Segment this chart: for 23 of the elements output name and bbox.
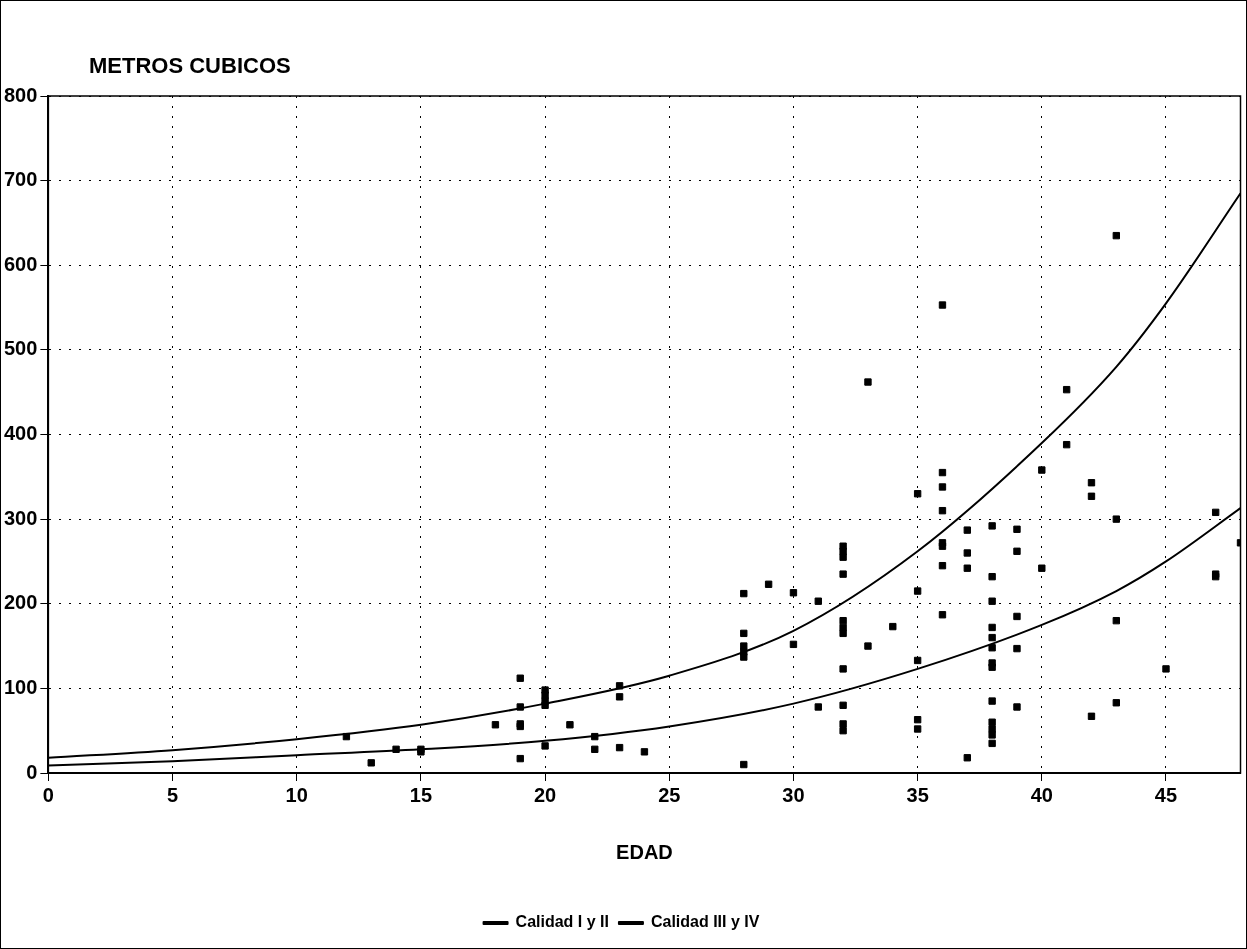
legend-label: Calidad III y IV bbox=[650, 913, 760, 931]
x-tick-label: 20 bbox=[533, 783, 557, 806]
y-tick-label: 800 bbox=[3, 83, 38, 106]
x-tick-label: 5 bbox=[166, 783, 179, 806]
y-tick-label: 100 bbox=[3, 675, 38, 698]
x-tick-label: 25 bbox=[658, 783, 681, 806]
y-tick-label: 500 bbox=[3, 337, 38, 360]
legend-label: Calidad I y II bbox=[515, 913, 609, 931]
y-tick-label: 700 bbox=[3, 168, 38, 191]
x-tick-label: 40 bbox=[1030, 783, 1053, 806]
x-tick-label: 15 bbox=[409, 783, 433, 806]
y-tick-label: 300 bbox=[3, 506, 38, 529]
y-tick-label: 400 bbox=[3, 422, 38, 445]
x-tick-label: 30 bbox=[782, 783, 805, 806]
y-tick-label: 200 bbox=[3, 591, 38, 614]
y-tick-label: 600 bbox=[3, 252, 38, 275]
y-tick-label: 0 bbox=[26, 760, 38, 783]
x-tick-label: 10 bbox=[285, 783, 308, 806]
x-tick-label: 0 bbox=[42, 783, 54, 806]
x-tick-label: 35 bbox=[906, 783, 929, 806]
x-tick-label: 45 bbox=[1154, 783, 1178, 806]
y-axis-title: METROS CUBICOS bbox=[89, 53, 291, 79]
x-axis-title: EDAD bbox=[616, 840, 673, 863]
